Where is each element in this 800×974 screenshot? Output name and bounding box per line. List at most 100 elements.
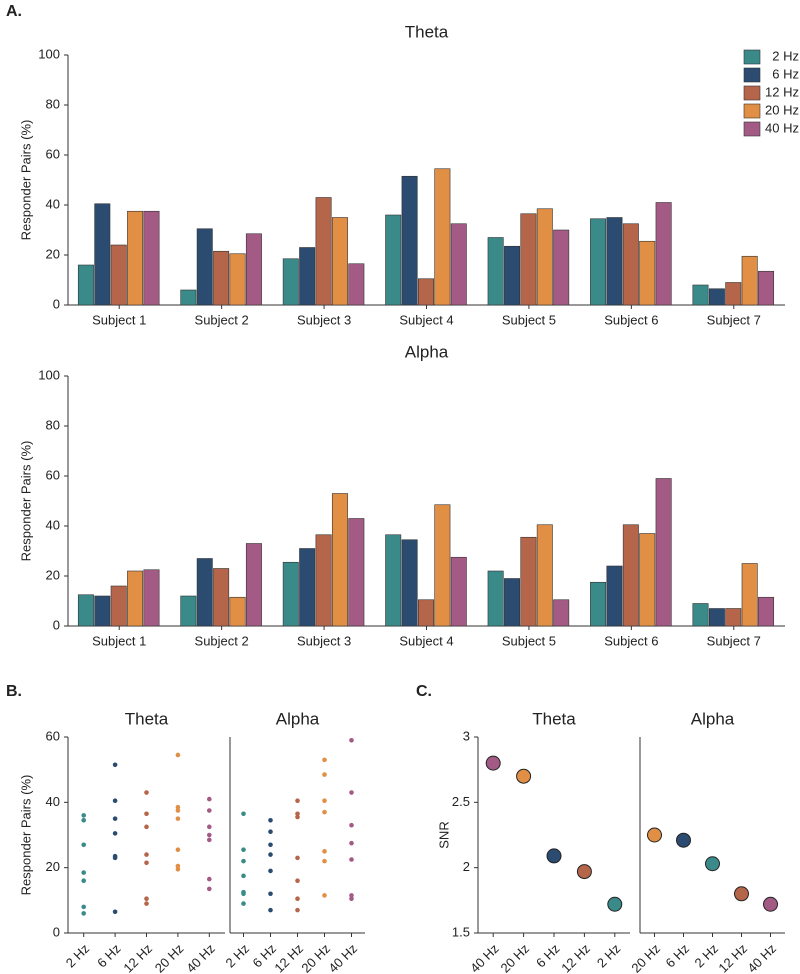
y-tick-label: 100 [38, 367, 60, 382]
bar [487, 237, 504, 306]
dot [112, 816, 118, 821]
dot [268, 852, 273, 857]
y-axis-label: SNR [436, 821, 451, 848]
legend-label: 2 Hz [772, 48, 799, 63]
point [676, 832, 691, 848]
dot [295, 814, 300, 820]
bar [590, 581, 607, 627]
chart-title: Alpha [405, 342, 449, 361]
dot [81, 870, 86, 875]
dot [241, 891, 246, 897]
bar [418, 278, 434, 306]
dot [295, 907, 300, 913]
bar [434, 168, 451, 306]
dot [175, 847, 181, 852]
dot [175, 804, 181, 810]
panel-label: A. [6, 3, 22, 20]
chart-title: Theta [125, 709, 169, 728]
bar [725, 282, 742, 306]
legend-label: 40 Hz [765, 120, 799, 135]
bar [708, 608, 725, 627]
bar [622, 223, 639, 306]
y-tick-label: 20 [46, 246, 60, 261]
bar [245, 233, 262, 306]
bar [299, 548, 316, 627]
legend-swatch [743, 121, 761, 137]
bar [77, 264, 94, 306]
panel-label: B. [6, 683, 22, 700]
bar [401, 175, 418, 306]
dot [144, 824, 149, 830]
dot [207, 876, 212, 882]
y-tick-label: 1.5 [452, 924, 470, 939]
bar [606, 565, 623, 627]
bar [655, 202, 672, 306]
y-tick-label: 60 [46, 467, 60, 482]
bar [282, 258, 299, 306]
dot [207, 824, 212, 830]
bar [450, 556, 467, 627]
point [546, 848, 562, 864]
dot [349, 737, 354, 743]
bar [418, 599, 434, 627]
legend-label: 6 Hz [772, 66, 799, 81]
bar [229, 253, 246, 306]
dot [112, 798, 118, 803]
dot [349, 893, 354, 898]
point [607, 896, 623, 912]
bar [331, 217, 348, 306]
y-tick-label: 3 [463, 728, 470, 743]
bar [94, 595, 111, 627]
dot [207, 837, 212, 843]
bar [450, 223, 467, 306]
bar [94, 203, 111, 306]
dot [349, 857, 354, 862]
legend-label: 12 Hz [765, 84, 799, 99]
y-tick-label: 0 [53, 296, 60, 311]
bar [536, 208, 553, 306]
dot [241, 873, 246, 879]
y-tick-label: 20 [46, 567, 60, 582]
point [485, 755, 501, 771]
dot [112, 762, 118, 768]
dot [175, 863, 181, 869]
bar [143, 569, 160, 627]
y-tick-label: 40 [46, 794, 60, 809]
dot [322, 757, 327, 763]
y-axis-label: Responder Pairs (%) [18, 441, 33, 562]
x-tick-label: 12 Hz [558, 941, 593, 974]
bar [639, 240, 656, 306]
x-tick-label: 2 Hz [63, 941, 93, 971]
bar [127, 570, 144, 627]
dot [349, 840, 354, 846]
x-tick-label: 12 Hz [271, 941, 306, 974]
y-tick-label: 40 [46, 517, 60, 532]
bar [692, 284, 709, 306]
legend-label: 20 Hz [765, 102, 799, 117]
y-tick-label: 80 [46, 96, 60, 111]
dot [175, 808, 181, 813]
dot [268, 907, 273, 913]
dot [322, 798, 327, 803]
chart-title: Alpha [276, 709, 320, 728]
dot [241, 858, 246, 864]
y-tick-label: 60 [46, 146, 60, 161]
dot [322, 809, 327, 815]
y-tick-label: 40 [46, 196, 60, 211]
bar [180, 595, 197, 627]
x-tick-label: Subject 7 [707, 312, 761, 327]
bar [758, 596, 775, 627]
x-tick-label: 20 Hz [498, 941, 533, 974]
y-tick-label: 20 [46, 859, 60, 874]
dot [175, 867, 181, 872]
bar [110, 585, 127, 627]
bar [741, 255, 758, 306]
dot [241, 847, 246, 852]
legend-swatch [743, 67, 761, 83]
bar [385, 534, 402, 627]
bar [606, 217, 623, 306]
bar [639, 533, 656, 627]
y-tick-label: 2 [463, 859, 470, 874]
x-tick-label: 6 Hz [94, 941, 124, 971]
point [576, 864, 592, 880]
